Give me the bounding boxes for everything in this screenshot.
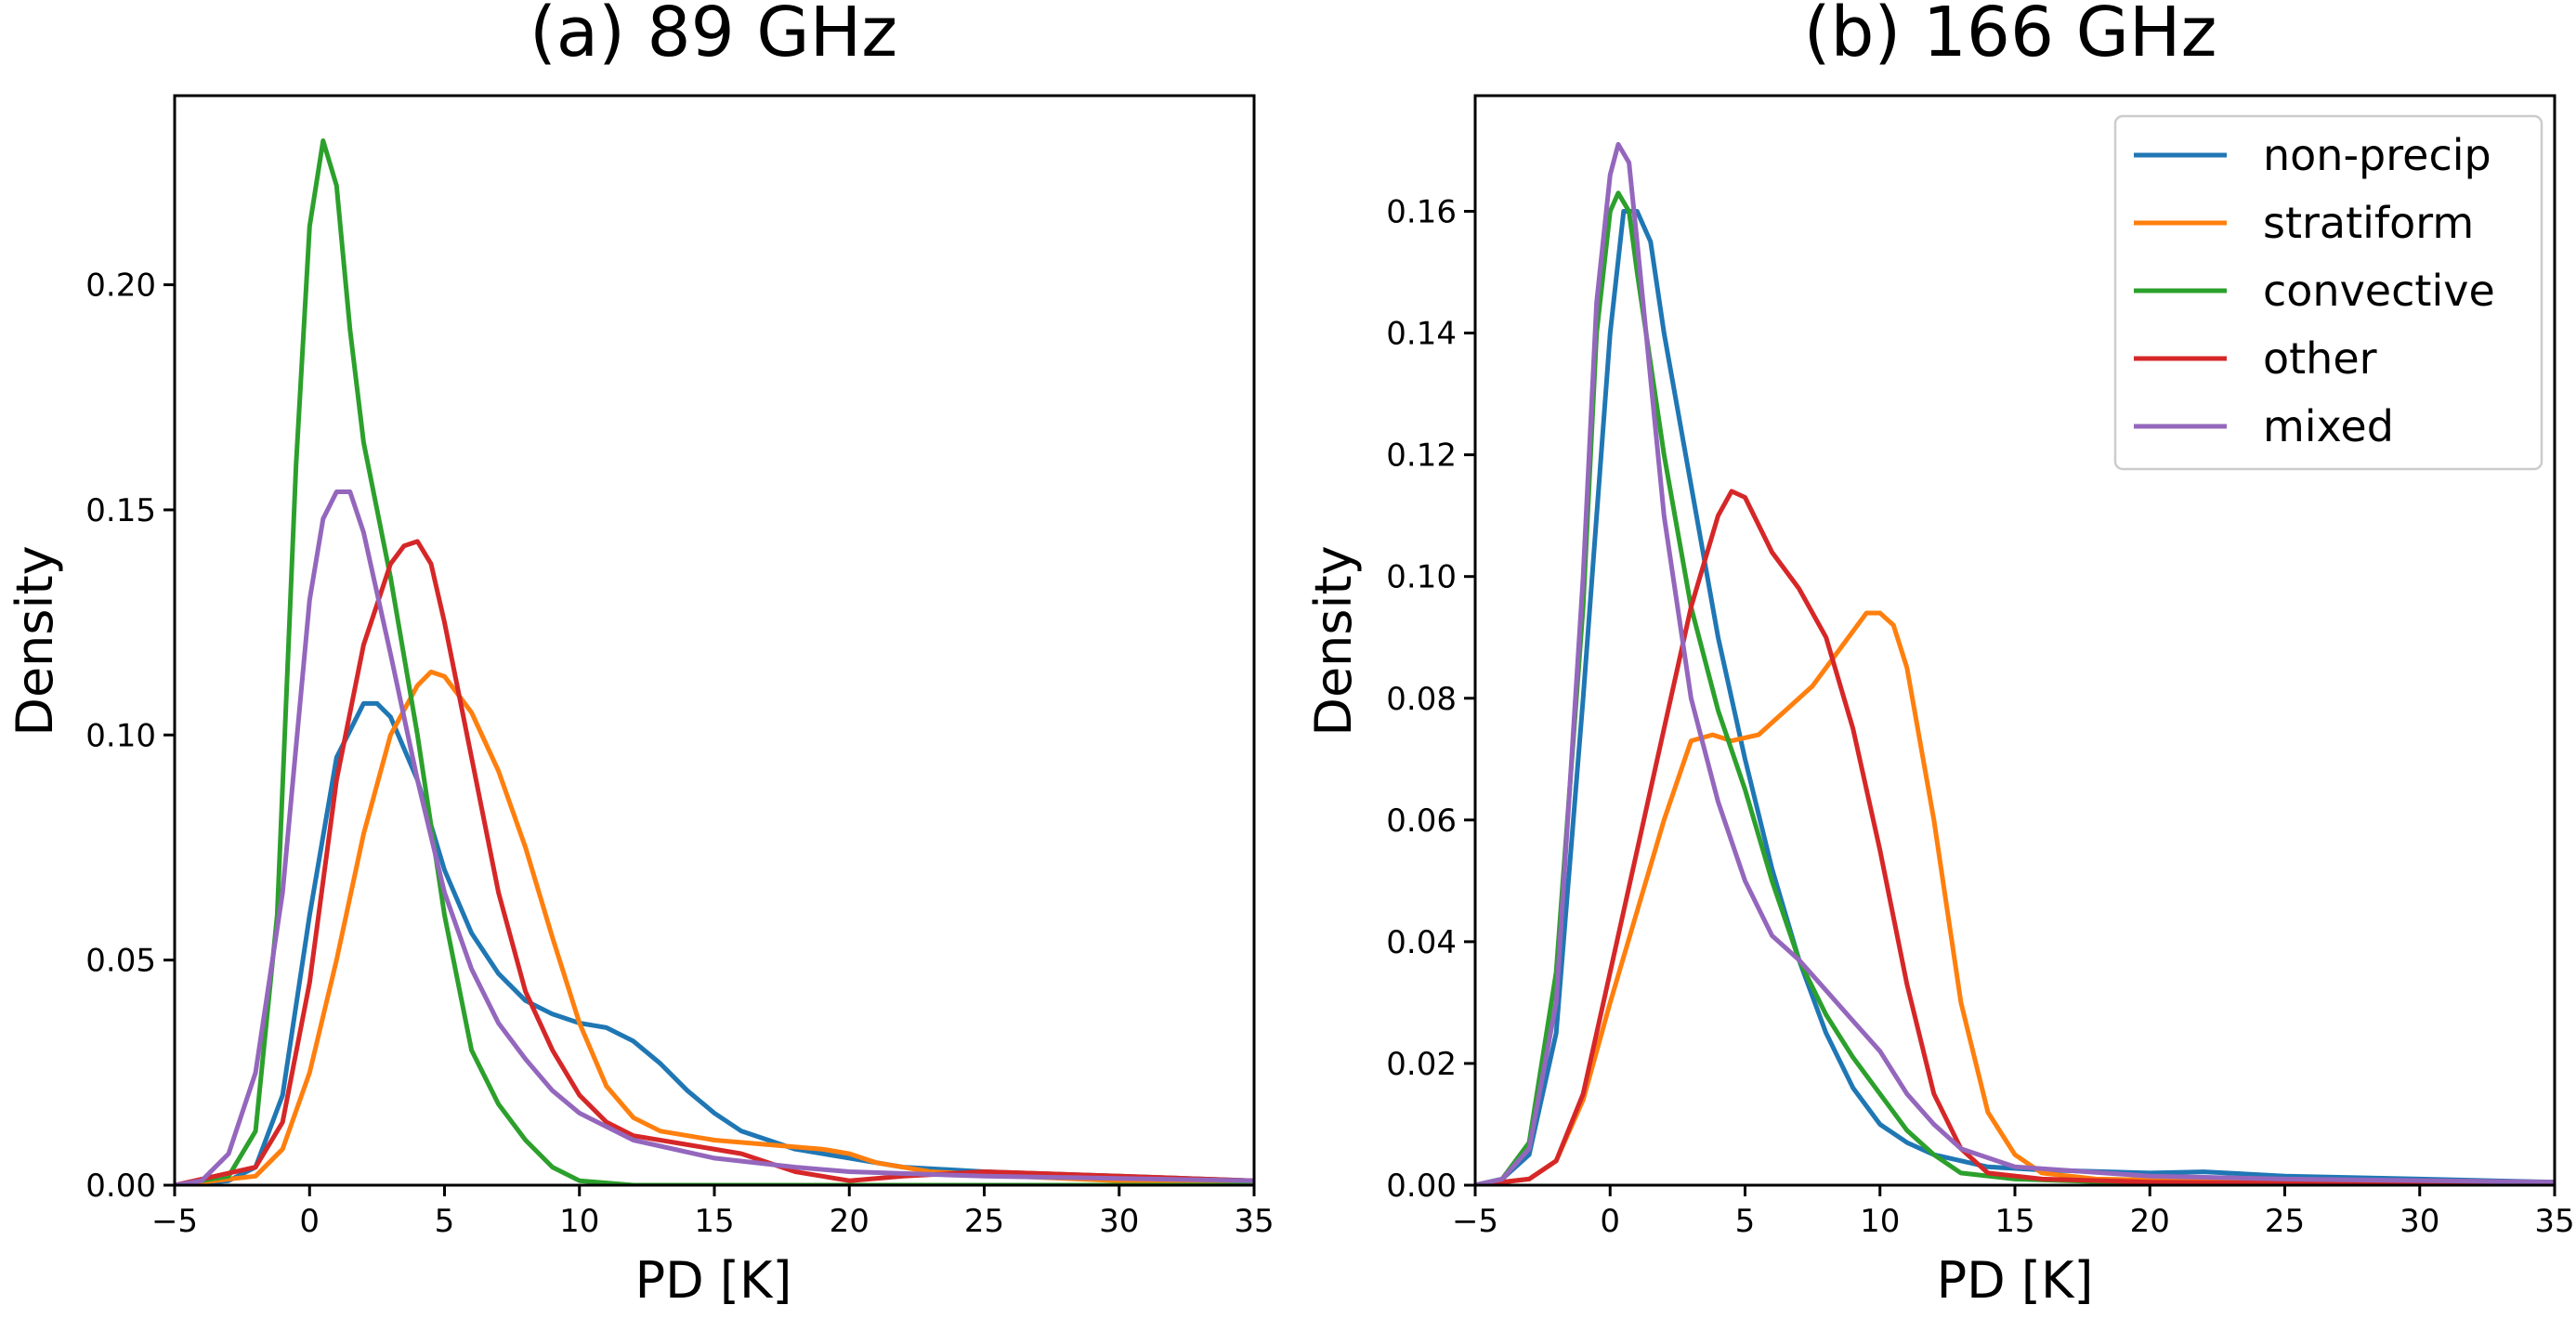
panel-166-ghz: (b) 166 GHz −5 0 5 10 15 20 25 30 35 0.000.020.0… xyxy=(1304,0,2575,1310)
legend-label-convective: convective xyxy=(2263,266,2495,316)
x-tick-label: 0 xyxy=(299,1203,320,1240)
y-axis-ticks: 0.00 0.05 0.10 0.15 0.20 xyxy=(85,268,175,1205)
legend-items: non-precip stratiform convective other mixed xyxy=(2134,130,2495,451)
y-axis-ticks: 0.00 0.02 0.04 0.06 0.08 0.10 0.12 0.14 0.16 xyxy=(1386,194,1475,1205)
x-tick-label: 25 xyxy=(2265,1203,2305,1240)
series-line-other xyxy=(1475,489,2555,1185)
y-axis-label: Density xyxy=(1304,545,1363,736)
x-tick-label: 15 xyxy=(1994,1203,2034,1240)
legend-box xyxy=(2113,114,2543,471)
y-tick-label: 0.02 xyxy=(1386,1046,1457,1083)
y-tick-label: 0.08 xyxy=(1386,681,1457,718)
x-tick-label: 5 xyxy=(435,1203,455,1240)
y-axis-label: Density xyxy=(6,545,64,736)
legend-label-other: other xyxy=(2263,333,2377,384)
chart-title: (a) 89 GHz xyxy=(530,0,897,72)
legend: non-precip stratiform convective other mixed xyxy=(2113,114,2543,471)
x-tick-label: 15 xyxy=(694,1203,734,1240)
x-tick-label: 20 xyxy=(830,1203,870,1240)
y-tick-label: 0.12 xyxy=(1386,437,1457,475)
x-tick-label: 0 xyxy=(1600,1203,1620,1240)
y-tick-label: 0.00 xyxy=(85,1168,156,1205)
series-curves xyxy=(175,138,1254,1185)
legend-label-non-precip: non-precip xyxy=(2263,130,2491,180)
x-tick-label: 20 xyxy=(2130,1203,2170,1240)
chart-title: (b) 166 GHz xyxy=(1804,0,2217,72)
y-tick-label: 0.04 xyxy=(1386,924,1457,961)
legend-label-mixed: mixed xyxy=(2263,401,2394,451)
x-tick-label: 30 xyxy=(2399,1203,2439,1240)
plot-frame xyxy=(173,94,1256,1187)
series-line-mixed xyxy=(175,489,1254,1185)
series-line-mixed xyxy=(1475,141,2555,1185)
x-tick-label: 25 xyxy=(964,1203,1004,1240)
y-tick-label: 0.06 xyxy=(1386,803,1457,840)
x-axis-ticks: −5 0 5 10 15 20 25 30 35 xyxy=(151,1185,1275,1240)
series-line-non-precip xyxy=(175,700,1254,1185)
y-tick-label: 0.00 xyxy=(1386,1168,1457,1205)
y-tick-label: 0.20 xyxy=(85,268,156,305)
y-tick-label: 0.05 xyxy=(85,943,156,980)
x-tick-label: 35 xyxy=(1234,1203,1274,1240)
x-tick-label: −5 xyxy=(151,1203,198,1240)
x-tick-label: 10 xyxy=(1860,1203,1900,1240)
x-axis-ticks: −5 0 5 10 15 20 25 30 35 xyxy=(1452,1185,2575,1240)
series-curves xyxy=(1475,141,2555,1185)
series-line-convective xyxy=(175,138,1254,1185)
x-tick-label: 30 xyxy=(1099,1203,1139,1240)
x-tick-label: 10 xyxy=(559,1203,599,1240)
y-tick-label: 0.10 xyxy=(1386,559,1457,596)
x-tick-label: 5 xyxy=(1735,1203,1756,1240)
x-tick-label: −5 xyxy=(1452,1203,1498,1240)
series-line-other xyxy=(175,539,1254,1185)
x-axis-label: PD [K] xyxy=(635,1251,792,1310)
y-tick-label: 0.10 xyxy=(85,717,156,754)
x-axis-label: PD [K] xyxy=(1937,1251,2094,1310)
panel-89-ghz: (a) 89 GHz −5 0 5 10 15 20 25 30 35 0.00 0.05 0.10… xyxy=(6,0,1275,1310)
legend-label-stratiform: stratiform xyxy=(2263,198,2474,248)
y-tick-label: 0.16 xyxy=(1386,194,1457,231)
series-line-stratiform xyxy=(1475,610,2555,1185)
x-tick-label: 35 xyxy=(2534,1203,2574,1240)
y-tick-label: 0.14 xyxy=(1386,316,1457,353)
y-tick-label: 0.15 xyxy=(85,492,156,529)
series-line-stratiform xyxy=(175,669,1254,1185)
